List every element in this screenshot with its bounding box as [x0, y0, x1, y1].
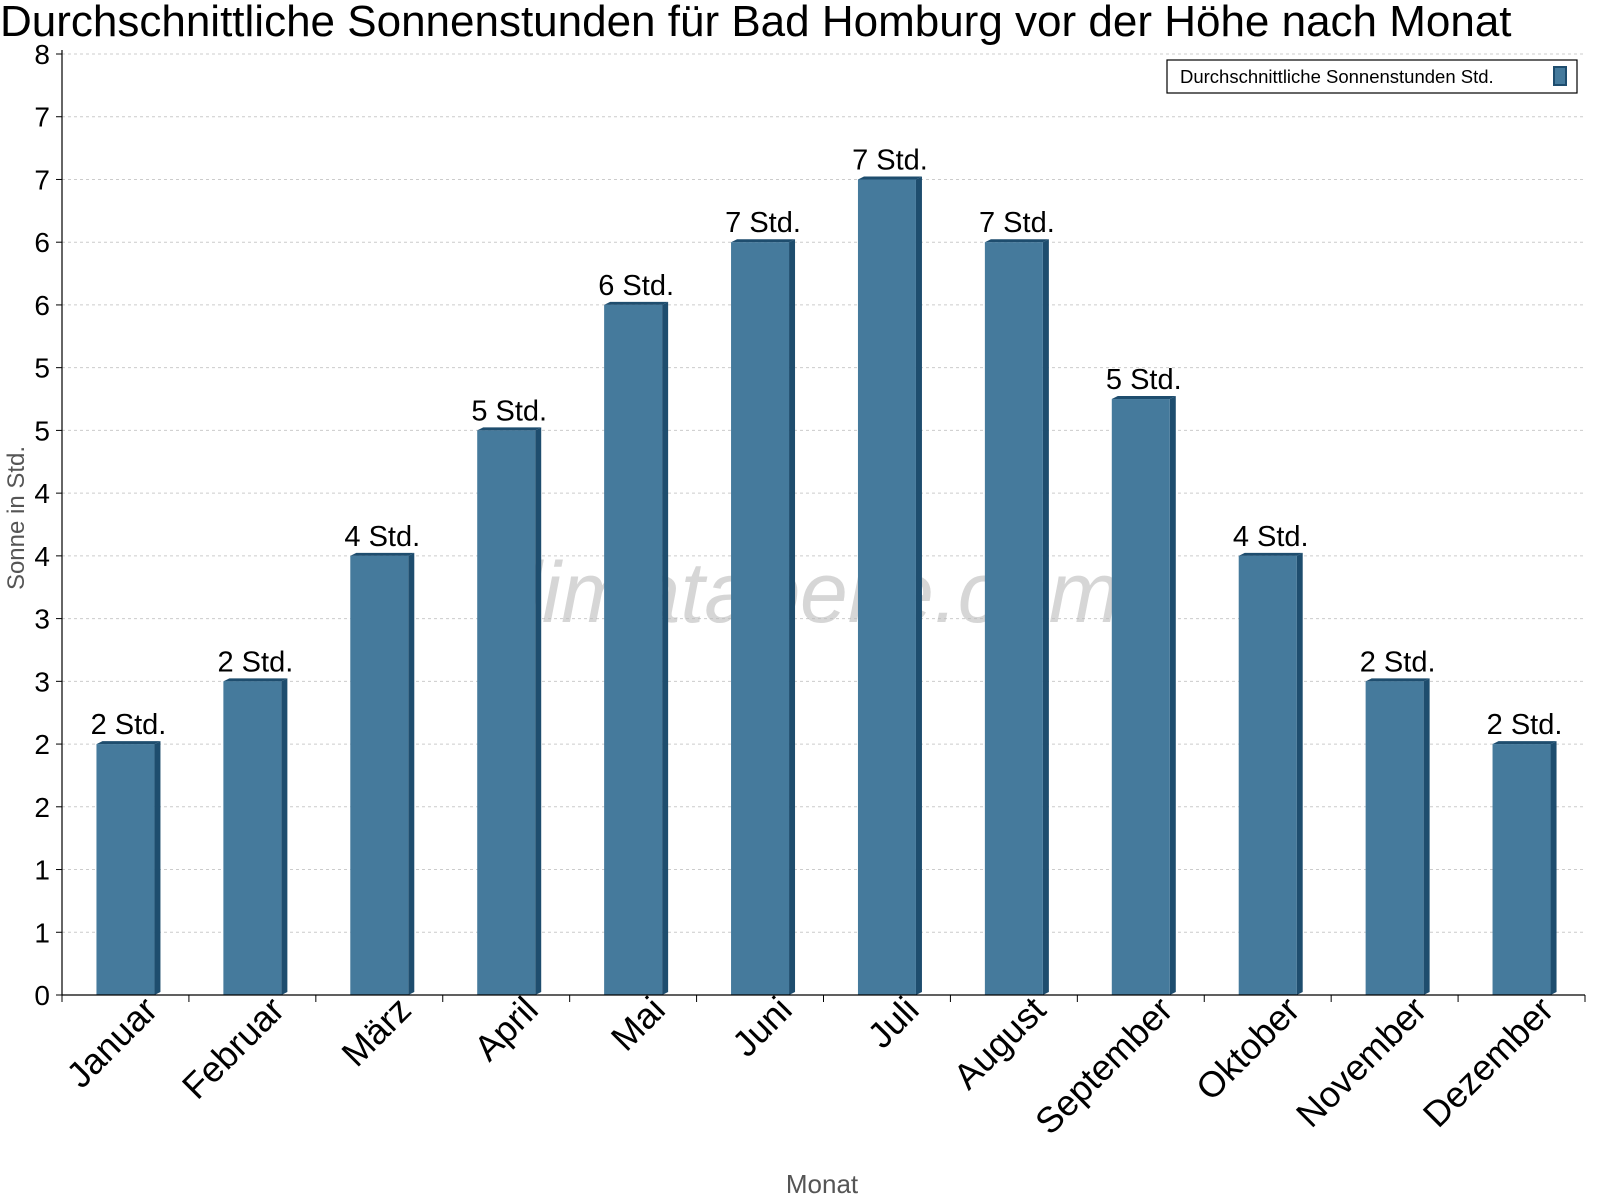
bar-top	[604, 301, 669, 305]
chart-title: Durchschnittliche Sonnenstunden für Bad …	[0, 0, 1512, 46]
data-label: 4 Std.	[344, 521, 420, 553]
bar-top	[350, 552, 415, 556]
data-label: 2 Std.	[217, 646, 293, 678]
axes	[56, 50, 1586, 1002]
data-label: 2 Std.	[1487, 709, 1563, 741]
x-tick-label: Februar	[174, 989, 292, 1107]
x-tick-label: Januar	[58, 989, 165, 1096]
data-label: 2 Std.	[91, 709, 167, 741]
y-tick-label: 4	[34, 478, 50, 509]
y-tick-labels: 0 1 1 2 2 3 3 4 4 5 5 6 6 7 7 8	[34, 39, 50, 1011]
bar-side	[1169, 396, 1176, 995]
y-tick-label: 5	[34, 415, 50, 446]
bar	[1492, 744, 1551, 995]
y-tick-label: 3	[34, 604, 50, 635]
data-label: 5 Std.	[1106, 364, 1182, 396]
y-tick-label: 3	[34, 666, 50, 697]
legend: Durchschnittliche Sonnenstunden Std.	[1166, 59, 1578, 94]
bar-side	[408, 552, 415, 995]
legend-box	[1166, 59, 1578, 94]
x-axis-label: Monat	[786, 1169, 859, 1199]
bar-side	[662, 301, 669, 995]
bar	[96, 744, 155, 995]
bar-top	[1238, 552, 1303, 556]
y-tick-label: 7	[34, 164, 50, 195]
y-tick-label: 4	[34, 541, 50, 572]
bar	[857, 179, 916, 995]
bar-side	[1296, 552, 1303, 995]
data-label: 2 Std.	[1360, 646, 1436, 678]
x-tick-label: April	[466, 989, 546, 1069]
legend-label: Durchschnittliche Sonnenstunden Std.	[1180, 66, 1494, 87]
y-tick-label: 8	[34, 39, 50, 70]
bar-top	[1111, 396, 1176, 400]
x-tick-label: August	[945, 989, 1053, 1097]
y-axis-label: Sonne in Std.	[3, 446, 30, 590]
x-tick-label: September	[1027, 989, 1181, 1143]
bar-side	[915, 176, 922, 995]
y-tick-label: 1	[34, 855, 50, 886]
bar-top	[477, 427, 542, 431]
y-tick-label: 1	[34, 917, 50, 948]
bar-top	[731, 239, 796, 243]
x-tick-labels: Januar Februar März April Mai Juni Juli AugustS…	[58, 989, 1561, 1143]
bar-side	[1423, 678, 1430, 995]
legend-swatch	[1553, 66, 1567, 86]
bars: 2 Std. 2 Std. 4 Std. 5 Std. 6 Std. 7 Std. 7 St…	[91, 144, 1563, 995]
x-tick-label: November	[1288, 989, 1434, 1135]
data-label: 4 Std.	[1233, 521, 1309, 553]
bar	[350, 555, 409, 995]
y-tick-label: 6	[34, 227, 50, 258]
data-label: 7 Std.	[852, 144, 928, 176]
bar	[1238, 555, 1297, 995]
bar	[1111, 399, 1170, 995]
bar-side	[789, 239, 796, 995]
bar-side	[154, 741, 161, 995]
bar	[223, 681, 282, 995]
bar-top	[1365, 678, 1430, 682]
bar-top	[857, 176, 922, 180]
y-tick-label: 5	[34, 353, 50, 384]
y-tick-label: 0	[34, 980, 50, 1011]
x-tick-label: März	[333, 989, 419, 1075]
bar	[604, 304, 663, 995]
data-label: 6 Std.	[598, 270, 674, 302]
bar-top	[984, 239, 1049, 243]
data-label: 5 Std.	[471, 395, 547, 427]
y-tick-label: 7	[34, 102, 50, 133]
bar	[477, 430, 536, 995]
data-label: 7 Std.	[725, 207, 801, 239]
bar-top	[1492, 741, 1557, 745]
bar	[984, 242, 1043, 995]
y-tick-label: 2	[34, 729, 50, 760]
x-tick-label: Mai	[603, 989, 673, 1059]
y-tick-label: 2	[34, 792, 50, 823]
x-tick-label: Oktober	[1188, 989, 1308, 1109]
bar-side	[535, 427, 542, 995]
y-tick-label: 6	[34, 290, 50, 321]
bar-top	[96, 741, 161, 745]
x-tick-label: Juni	[724, 989, 800, 1065]
bar	[1365, 681, 1424, 995]
bar-side	[281, 678, 288, 995]
bar-side	[1042, 239, 1049, 995]
data-label: 7 Std.	[979, 207, 1055, 239]
bar-top	[223, 678, 288, 682]
gridlines	[62, 53, 1585, 933]
bar-side	[1550, 741, 1557, 995]
x-tick-label: Juli	[859, 989, 926, 1056]
bar	[731, 242, 790, 995]
x-tick-label: Dezember	[1415, 989, 1561, 1135]
